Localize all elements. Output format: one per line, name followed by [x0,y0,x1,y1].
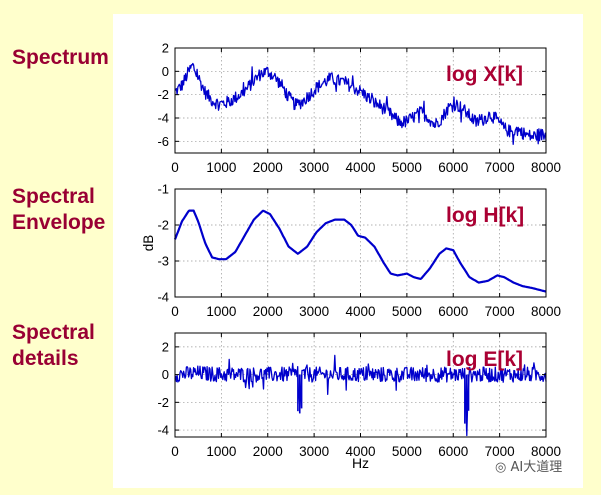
x-tick-label: 4000 [345,444,375,459]
label-envelope-line2: Envelope [12,211,106,234]
label-spectrum: Spectrum [12,45,109,71]
x-tick-label: 6000 [438,444,468,459]
x-tick-label: 2000 [253,304,283,319]
x-tick-label: 3000 [299,160,329,175]
series-line-1 [174,62,547,145]
x-tick-label: 5000 [392,160,422,175]
x-tick-label: 0 [171,160,179,175]
x-tick-label: 7000 [485,160,515,175]
chart-2: 0 1000 2000 3000 4000 5000 6000 7000 8000 -1 -2 -3 -… [141,182,561,320]
x-tick-label: 6000 [438,160,468,175]
label-details-line1: Spectral [12,321,95,344]
chart-3: 0 1000 2000 3000 4000 5000 6000 7000 8000 2 0 -2 -4 l… [157,332,561,471]
y-tick-label: -4 [157,111,169,126]
y-tick-label: 2 [162,41,169,56]
x-tick-label: 1000 [206,160,236,175]
series-annotation: log E[k] [446,348,523,371]
x-tick-label: 8000 [531,444,561,459]
y-tick-label: -4 [157,423,169,438]
x-tick-label: 4000 [345,304,375,319]
y-tick-label: -2 [157,218,169,233]
x-tick-label: 0 [171,304,179,319]
x-tick-label: 5000 [392,304,422,319]
x-tick-label: 0 [171,444,179,459]
figure-panel [113,14,583,488]
series-annotation: log H[k] [446,204,524,227]
label-envelope-line1: Spectral [12,185,95,208]
watermark-text: AI大道理 [510,460,563,475]
x-tick-label: 5000 [392,444,422,459]
x-tick-label: 6000 [438,304,468,319]
label-spectrum-text: Spectrum [12,46,109,69]
y-tick-label: 2 [162,339,169,354]
chart-1: 0 1000 2000 3000 4000 5000 6000 7000 8000 2 0 -2 -4 -… [157,41,561,176]
y-tick-label: 0 [162,367,169,382]
label-details-line2: details [12,347,79,370]
x-tick-label: 8000 [531,304,561,319]
series-line-1 [173,209,547,293]
watermark: ◎ AI大道理 [495,456,562,475]
x-tick-label: 4000 [345,160,375,175]
x-tick-label: 1000 [206,444,236,459]
x-tick-label: 2000 [253,444,283,459]
x-tick-label: 1000 [206,304,236,319]
y-tick-label: -3 [157,254,169,269]
y-tick-label: -4 [157,290,169,305]
y-axis-label: dB [141,235,156,252]
x-tick-label: 3000 [299,304,329,319]
x-tick-label: 7000 [485,304,515,319]
wechat-icon: ◎ [495,460,511,475]
x-tick-label: 8000 [531,160,561,175]
label-spectral-envelope: Spectral Envelope [12,184,105,236]
series-annotation: log X[k] [446,63,523,86]
y-tick-label: -1 [157,182,169,197]
y-tick-label: -2 [157,87,169,102]
x-tick-label: 7000 [485,444,515,459]
series-line-1 [174,354,547,437]
x-axis-label: Hz [352,455,369,471]
x-tick-label: 2000 [253,160,283,175]
label-spectral-details: Spectral details [12,320,95,372]
y-tick-label: -6 [157,134,169,149]
x-tick-label: 3000 [299,444,329,459]
y-tick-label: -2 [157,395,169,410]
y-tick-label: 0 [162,64,169,79]
